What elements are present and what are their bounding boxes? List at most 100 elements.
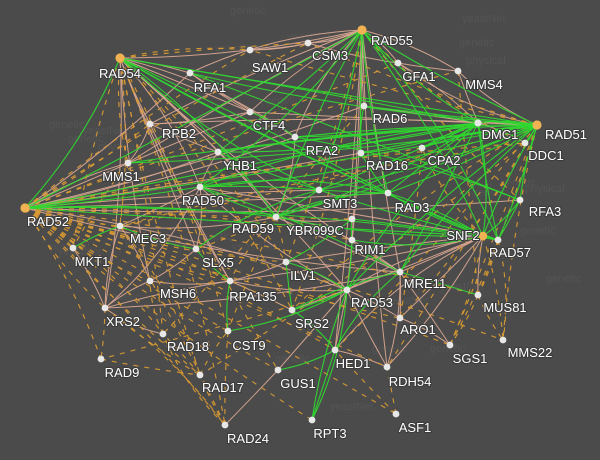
- node-asf1[interactable]: [392, 410, 400, 418]
- node-yhb1[interactable]: [214, 148, 222, 156]
- node-dot[interactable]: [246, 46, 254, 54]
- node-dot[interactable]: [394, 59, 402, 67]
- node-snf2[interactable]: [478, 231, 488, 241]
- node-rfa1[interactable]: [186, 69, 194, 77]
- node-dot[interactable]: [192, 245, 200, 253]
- node-dot[interactable]: [348, 236, 356, 244]
- node-rad59[interactable]: [272, 213, 280, 221]
- node-dot[interactable]: [383, 363, 391, 371]
- node-ybr099c[interactable]: [348, 215, 356, 223]
- node-xrs2[interactable]: [101, 304, 109, 312]
- node-dot[interactable]: [474, 291, 482, 299]
- node-ddc1[interactable]: [521, 139, 529, 147]
- node-rpb2[interactable]: [146, 120, 154, 128]
- node-rpt3[interactable]: [308, 416, 316, 424]
- node-dot[interactable]: [474, 119, 482, 127]
- node-rad9[interactable]: [97, 355, 105, 363]
- node-rad53[interactable]: [343, 286, 351, 294]
- node-dot[interactable]: [274, 366, 282, 374]
- node-dot[interactable]: [115, 53, 125, 63]
- node-dot[interactable]: [418, 144, 426, 152]
- node-dot[interactable]: [214, 148, 222, 156]
- node-dot[interactable]: [343, 286, 351, 294]
- node-dot[interactable]: [246, 108, 254, 116]
- node-dot[interactable]: [69, 244, 77, 252]
- node-dot[interactable]: [532, 120, 542, 130]
- node-dot[interactable]: [124, 159, 132, 167]
- node-dot[interactable]: [221, 421, 229, 429]
- node-dot[interactable]: [116, 222, 124, 230]
- node-dot[interactable]: [331, 346, 339, 354]
- node-mms1[interactable]: [124, 159, 132, 167]
- node-dot[interactable]: [308, 416, 316, 424]
- node-rad55[interactable]: [357, 25, 367, 35]
- node-rad54[interactable]: [115, 53, 125, 63]
- node-rad16[interactable]: [357, 149, 365, 157]
- node-csm3[interactable]: [304, 39, 312, 47]
- node-rim1[interactable]: [348, 236, 356, 244]
- node-rad50[interactable]: [196, 183, 204, 191]
- node-dot[interactable]: [186, 69, 194, 77]
- node-ctf4[interactable]: [246, 108, 254, 116]
- node-dot[interactable]: [446, 341, 454, 349]
- node-dot[interactable]: [357, 25, 367, 35]
- node-hed1[interactable]: [331, 346, 339, 354]
- node-dot[interactable]: [357, 149, 365, 157]
- node-dot[interactable]: [384, 189, 392, 197]
- node-rad24[interactable]: [221, 421, 229, 429]
- node-rad6[interactable]: [360, 102, 368, 110]
- node-smt3[interactable]: [315, 186, 323, 194]
- node-rad51[interactable]: [532, 120, 542, 130]
- node-msh6[interactable]: [146, 277, 154, 285]
- node-dot[interactable]: [226, 277, 234, 285]
- node-dot[interactable]: [454, 67, 462, 75]
- node-rad52[interactable]: [20, 203, 30, 213]
- node-mus81[interactable]: [474, 291, 482, 299]
- node-dot[interactable]: [396, 268, 404, 276]
- node-mec3[interactable]: [116, 222, 124, 230]
- node-dot[interactable]: [196, 183, 204, 191]
- node-dot[interactable]: [396, 314, 404, 322]
- node-dot[interactable]: [392, 410, 400, 418]
- node-dot[interactable]: [291, 133, 299, 141]
- node-rad57[interactable]: [494, 236, 502, 244]
- node-dot[interactable]: [494, 236, 502, 244]
- node-rpa135[interactable]: [226, 277, 234, 285]
- node-sgs1[interactable]: [446, 341, 454, 349]
- node-rad3[interactable]: [384, 189, 392, 197]
- node-dot[interactable]: [521, 139, 529, 147]
- node-cst9[interactable]: [224, 327, 232, 335]
- node-dot[interactable]: [304, 39, 312, 47]
- node-cpa2[interactable]: [418, 144, 426, 152]
- node-dot[interactable]: [146, 277, 154, 285]
- node-rfa3[interactable]: [516, 196, 524, 204]
- node-dot[interactable]: [516, 196, 524, 204]
- node-slx5[interactable]: [192, 245, 200, 253]
- node-dot[interactable]: [20, 203, 30, 213]
- node-rad18[interactable]: [159, 330, 167, 338]
- node-dot[interactable]: [159, 330, 167, 338]
- node-dot[interactable]: [224, 327, 232, 335]
- node-dot[interactable]: [101, 304, 109, 312]
- node-dot[interactable]: [348, 215, 356, 223]
- node-rad17[interactable]: [196, 371, 204, 379]
- node-mms4[interactable]: [454, 67, 462, 75]
- node-gus1[interactable]: [274, 366, 282, 374]
- node-layer[interactable]: [20, 25, 542, 429]
- node-dmc1[interactable]: [474, 119, 482, 127]
- node-dot[interactable]: [478, 231, 488, 241]
- node-dot[interactable]: [360, 102, 368, 110]
- node-ilv1[interactable]: [282, 258, 290, 266]
- node-mre11[interactable]: [396, 268, 404, 276]
- node-dot[interactable]: [272, 213, 280, 221]
- node-dot[interactable]: [97, 355, 105, 363]
- node-dot[interactable]: [282, 258, 290, 266]
- node-dot[interactable]: [146, 120, 154, 128]
- node-srs2[interactable]: [288, 306, 296, 314]
- node-aro1[interactable]: [396, 314, 404, 322]
- node-dot[interactable]: [288, 306, 296, 314]
- node-dot[interactable]: [196, 371, 204, 379]
- node-saw1[interactable]: [246, 46, 254, 54]
